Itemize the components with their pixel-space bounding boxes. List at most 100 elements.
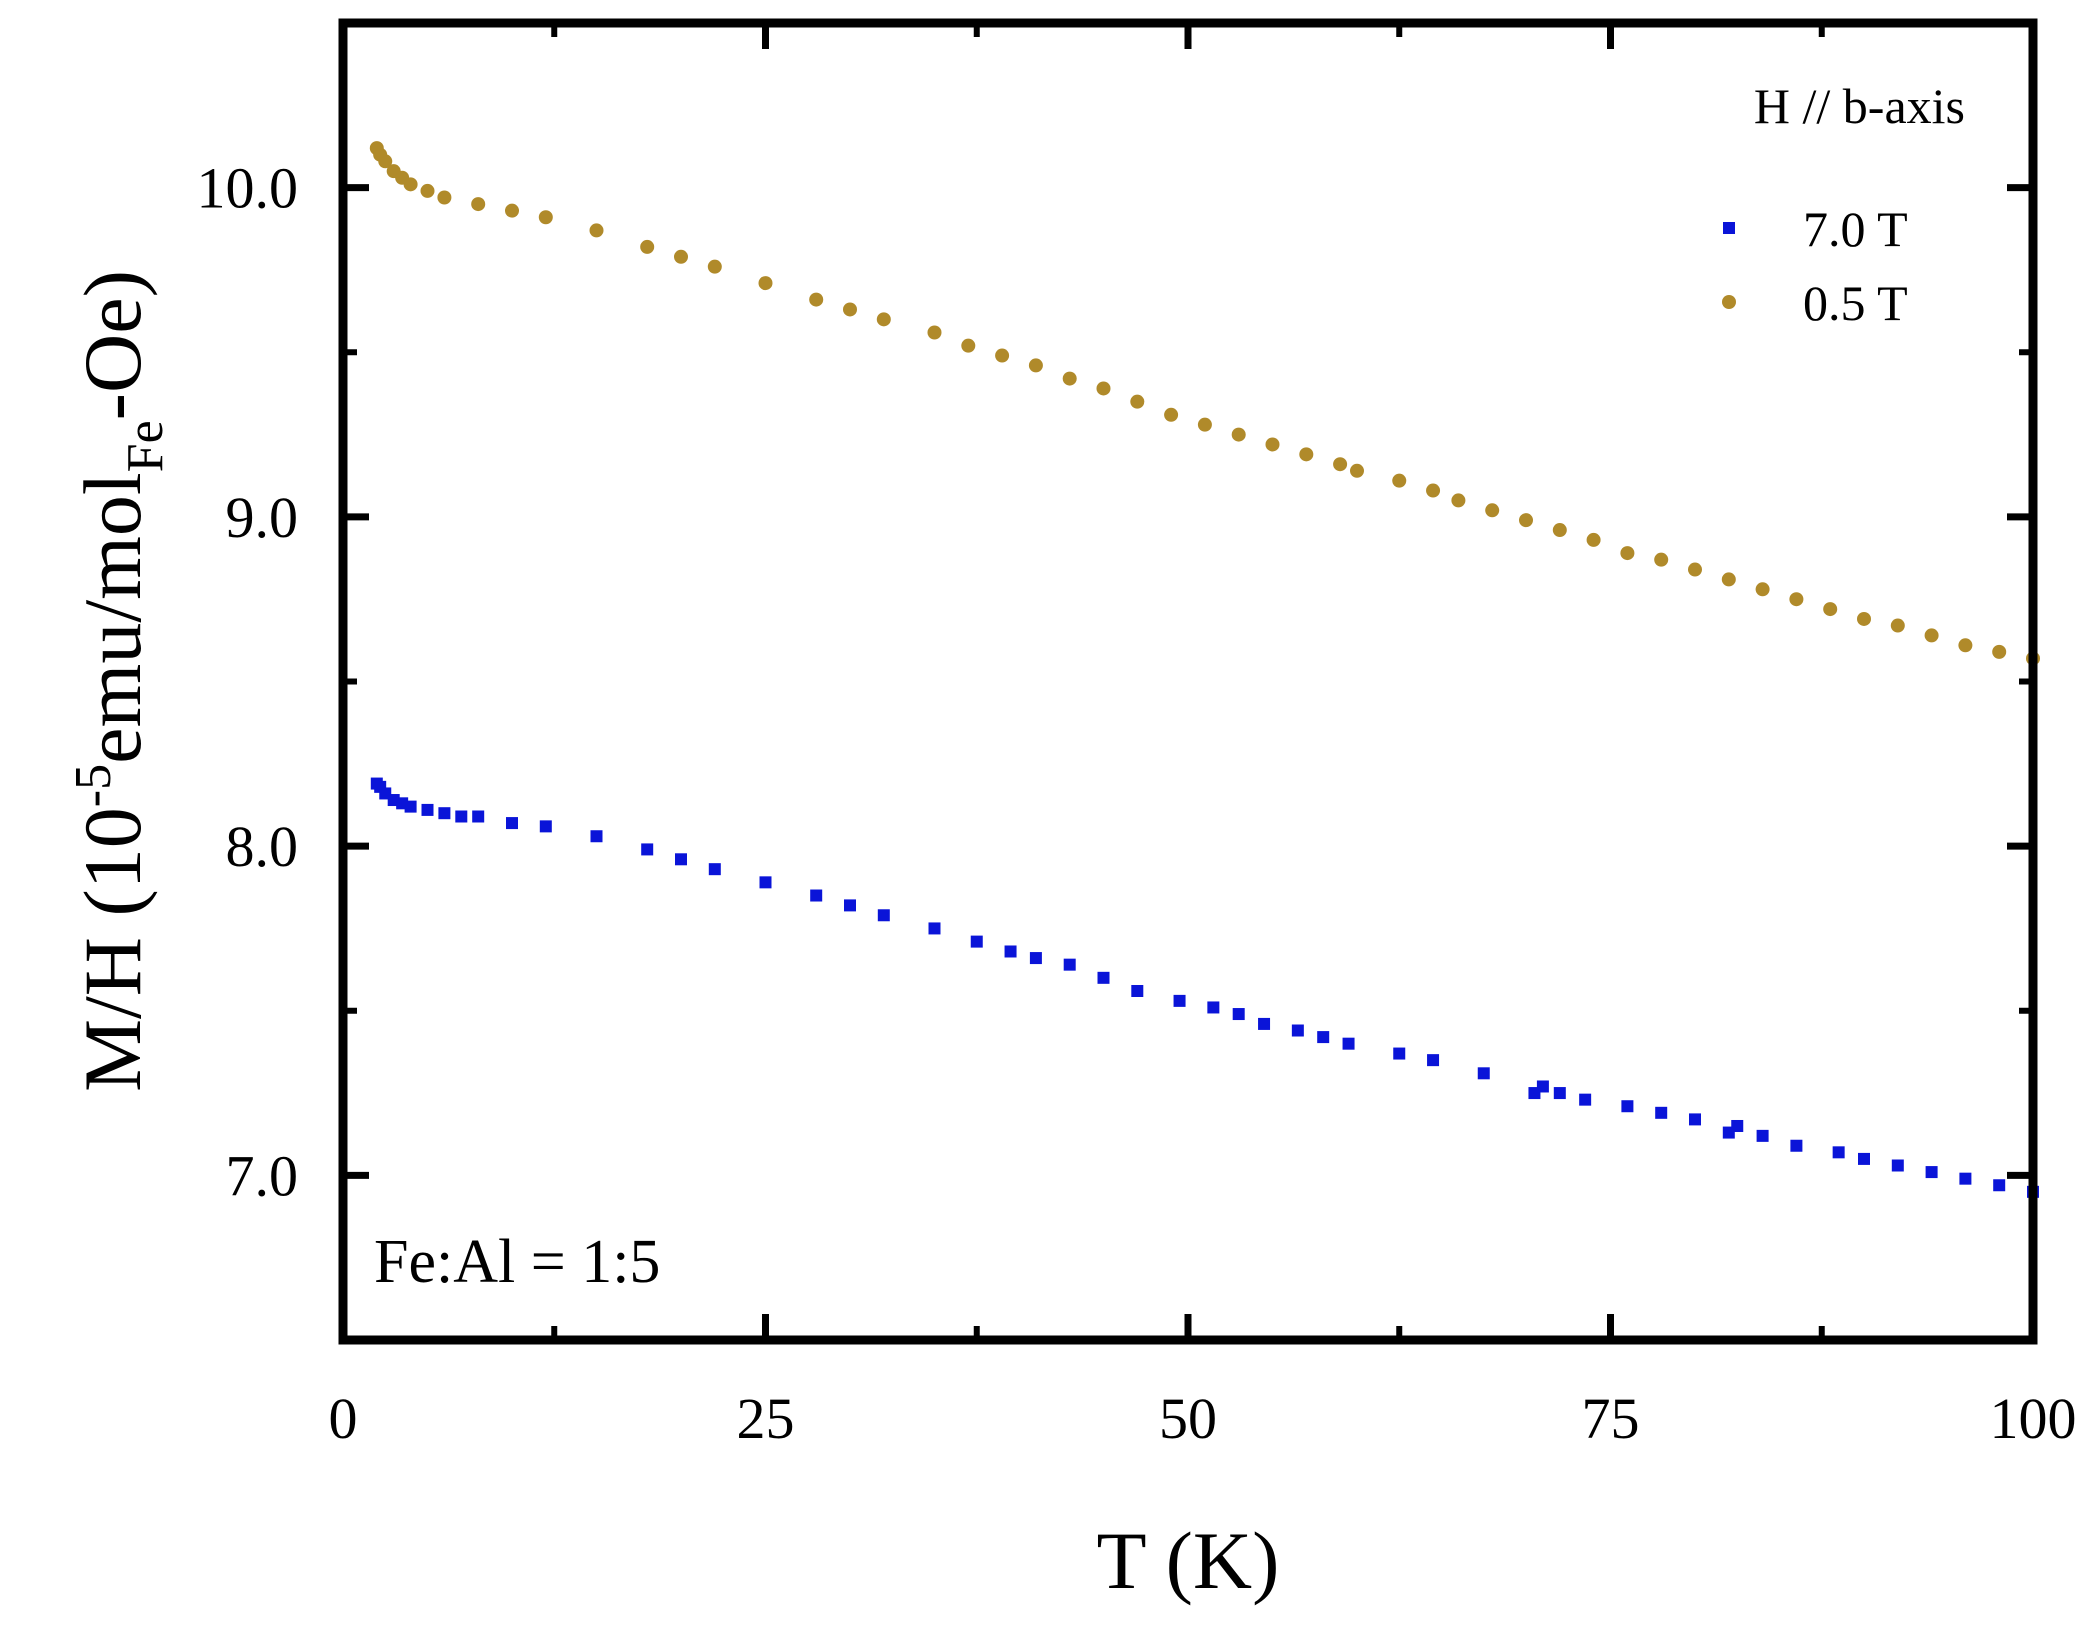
data-point: [1519, 513, 1533, 528]
x-tick-label: 25: [737, 1386, 795, 1451]
data-point: [1029, 952, 1042, 965]
series-0: [370, 777, 2039, 1198]
data-point: [1858, 1152, 1870, 1165]
data-point: [590, 830, 603, 843]
data-point: [438, 807, 451, 820]
data-point: [1756, 1129, 1769, 1142]
data-point: [1621, 1100, 1634, 1113]
x-tick-label: 0: [329, 1386, 358, 1451]
data-point: [404, 800, 417, 813]
data-point: [421, 803, 434, 816]
legend-label-7T: 7.0 T: [1803, 201, 1908, 257]
data-point: [674, 249, 688, 264]
data-point: [641, 843, 654, 856]
data-point: [1959, 1172, 1972, 1185]
data-point: [1620, 546, 1635, 561]
y-axis-title-exponent: -5: [65, 764, 122, 807]
data-point: [1317, 1031, 1330, 1044]
data-point: [970, 935, 983, 948]
legend-label-05T: 0.5 T: [1803, 275, 1908, 331]
data-point: [1477, 1067, 1490, 1080]
y-axis-title: M/H (10-5emu/molFe-Oe): [65, 270, 174, 1092]
data-point: [455, 810, 468, 823]
data-point: [1823, 602, 1838, 617]
data-point: [1131, 984, 1144, 997]
data-point: [1062, 371, 1077, 386]
series-1: [369, 141, 2040, 666]
data-point: [843, 302, 857, 317]
data-point: [378, 154, 393, 169]
data-point: [1258, 1017, 1271, 1030]
legend-marker-05T: [1722, 295, 1736, 309]
data-point: [1790, 1139, 1803, 1152]
data-point: [506, 817, 518, 830]
data-point: [1925, 1166, 1938, 1179]
data-point: [1393, 1047, 1406, 1060]
data-point: [995, 348, 1010, 363]
data-point: [1004, 945, 1017, 958]
y-tick-label: 9.0: [226, 485, 299, 550]
x-tick-label: 50: [1159, 1386, 1217, 1451]
data-point: [1197, 417, 1212, 432]
data-point: [1992, 644, 2007, 659]
data-point: [1130, 394, 1145, 409]
data-point: [928, 922, 941, 935]
data-point: [539, 820, 552, 833]
data-point: [589, 223, 604, 238]
data-point: [471, 197, 486, 212]
data-point: [1350, 463, 1364, 478]
y-tick-label: 7.0: [226, 1143, 299, 1208]
x-axis-title: T (K): [1097, 1515, 1280, 1606]
data-point: [758, 276, 773, 291]
data-point: [1427, 1054, 1440, 1067]
plot-frame: [338, 18, 2038, 1345]
data-point: [1721, 572, 1736, 587]
data-point: [810, 889, 823, 902]
data-point: [1857, 611, 1871, 626]
data-point: [1063, 958, 1076, 971]
y-axis-title-main: M/H (10: [67, 807, 158, 1092]
data-point: [1451, 493, 1466, 508]
sample-annotation: Fe:Al = 1:5: [374, 1228, 660, 1296]
data-point: [472, 810, 485, 823]
data-point: [437, 190, 452, 205]
data-point: [505, 203, 519, 218]
data-point: [1392, 473, 1407, 488]
data-point: [1096, 381, 1111, 396]
data-point: [1655, 1106, 1668, 1119]
data-point: [1890, 618, 1905, 633]
data-point: [1832, 1146, 1845, 1159]
y-axis-title-subscript: Fe: [117, 420, 174, 472]
data-point: [877, 909, 890, 922]
data-point: [1485, 503, 1500, 518]
data-point: [1689, 1113, 1701, 1126]
data-point: [1654, 552, 1669, 567]
data-point: [1342, 1037, 1355, 1050]
data-point: [1028, 358, 1043, 373]
data-point: [1426, 483, 1441, 498]
data-point: [1173, 994, 1186, 1007]
data-point: [1097, 971, 1110, 984]
data-point: [876, 312, 891, 327]
data-point: [1789, 592, 1804, 607]
y-tick-label: 10.0: [197, 156, 299, 221]
data-point: [961, 338, 976, 353]
data-point: [1265, 437, 1280, 452]
data-point: [1164, 407, 1179, 422]
legend-marker-7T: [1723, 222, 1735, 234]
data-point: [1891, 1159, 1904, 1172]
ticks-layer: 0 25 50 75 100 7.0 8.0 9.0 10.0: [197, 23, 2077, 1451]
y-axis-title-end: -Oe): [67, 270, 158, 420]
y-tick-label: 8.0: [226, 814, 299, 879]
data-point: [1232, 1008, 1245, 1021]
data-point: [759, 876, 772, 889]
data-point: [420, 183, 435, 198]
data-point: [538, 210, 553, 225]
data-point: [809, 292, 824, 307]
data-point: [708, 863, 721, 876]
data-point: [1688, 562, 1702, 577]
data-point: [1958, 638, 1973, 653]
data-point: [675, 853, 687, 866]
series-layer: [369, 141, 2040, 1198]
